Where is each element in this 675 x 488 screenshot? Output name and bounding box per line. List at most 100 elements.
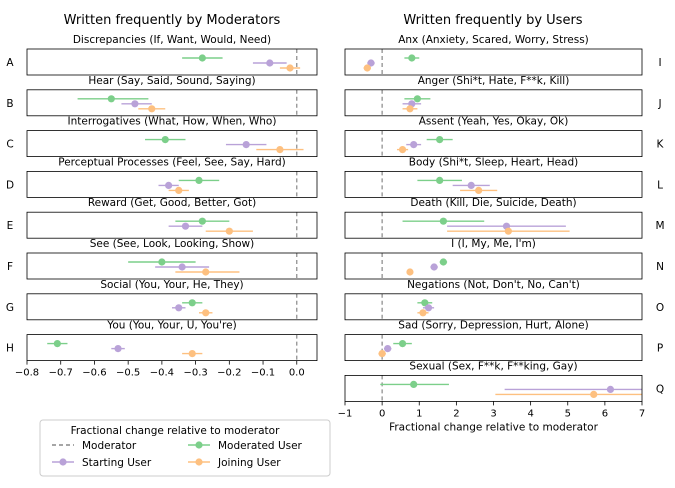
subplot-frame [344, 130, 643, 158]
x-axis-left: −0.8 −0.7 −0.6 −0.5 −0.4 −0.3 −0.2 −0.1 0.0 [15, 360, 305, 379]
x-tick-label: 4 [527, 408, 533, 419]
x-tick-label: 5 [565, 408, 571, 419]
subplot-frame [26, 48, 318, 76]
legend-title: Fractional change relative to moderator [71, 425, 280, 437]
x-tick-label: 3 [490, 408, 496, 419]
subplot-n: I (I, My, Me, I'm) N [344, 238, 664, 280]
subplot-c: Interrogatives (What, How, When, Who) C [6, 116, 318, 158]
x-axis-label: Fractional change relative to moderator [389, 421, 598, 433]
subplot-letter: Q [656, 383, 664, 395]
subplot-letter: A [6, 57, 14, 69]
subplot-title: Anx (Anxiety, Scared, Worry, Stress) [398, 34, 589, 46]
subplot-title: Assent (Yeah, Yes, Okay, Ok) [419, 116, 569, 128]
point-starting-user [467, 181, 475, 189]
subplot-title: Perceptual Processes (Feel, See, Say, Ha… [58, 156, 286, 168]
subplot-title: See (See, Look, Looking, Show) [90, 238, 254, 250]
subplot-e: Reward (Get, Good, Better, Got) E [7, 197, 318, 239]
x-tick-label: −1 [338, 408, 353, 419]
point-starting-user [131, 100, 139, 108]
x-tick-label: −0.7 [49, 368, 73, 379]
point-moderated-user [398, 340, 407, 348]
subplot-frame [26, 334, 318, 362]
subplot-title: I (I, My, Me, I'm) [451, 238, 536, 250]
point-starting-user [367, 59, 375, 67]
x-tick-label: 2 [453, 408, 459, 419]
point-starting-user [424, 304, 433, 312]
point-starting-user [266, 59, 274, 67]
point-joining-user [202, 268, 210, 276]
x-tick-label: 0 [379, 408, 385, 419]
point-joining-user [202, 309, 210, 317]
subplot-title: Negations (Not, Don't, No, Can't) [407, 279, 580, 291]
subplot-frame [26, 130, 318, 158]
point-moderated-user [408, 54, 416, 62]
point-joining-user [378, 350, 386, 358]
point-moderated-user [436, 136, 444, 144]
subplot-title: Discrepancies (If, Want, Would, Need) [73, 34, 271, 46]
x-tick-label: −0.6 [82, 368, 106, 379]
point-joining-user [363, 64, 371, 72]
point-joining-user [590, 390, 598, 398]
legend-entry-starting-user: Starting User [52, 457, 152, 469]
point-joining-user [175, 186, 183, 194]
subplot-title: Anger (Shi*t, Hate, F**k, Kill) [418, 75, 570, 87]
point-moderated-user [53, 340, 61, 348]
point-joining-user [419, 309, 427, 317]
subplot-frame [344, 170, 643, 198]
point-moderated-user [188, 299, 196, 307]
left-column-title: Written frequently by Moderators [64, 13, 281, 28]
subplot-letter: O [656, 302, 664, 314]
subplot-i: Anx (Anxiety, Scared, Worry, Stress) I [344, 34, 662, 76]
right-column-title: Written frequently by Users [403, 13, 582, 28]
x-tick-label: 6 [602, 408, 608, 419]
point-joining-user [475, 186, 483, 194]
point-joining-user [276, 146, 284, 154]
point-starting-user [175, 304, 183, 312]
point-moderated-user [198, 54, 206, 62]
legend-label: Starting User [82, 457, 152, 469]
subplot-letter: H [6, 343, 14, 355]
subplot-frame [26, 293, 318, 321]
legend-entry-joining-user: Joining User [188, 457, 281, 469]
x-tick-label: −0.4 [150, 368, 174, 379]
point-starting-user [384, 345, 392, 353]
subplot-letter: D [6, 179, 14, 191]
legend-swatch-dot [195, 441, 203, 449]
subplot-letter: K [657, 139, 665, 151]
subplot-title: Death (Kill, Die, Suicide, Death) [410, 197, 576, 209]
x-tick-label: −0.1 [251, 368, 275, 379]
x-tick-label: −0.3 [183, 368, 207, 379]
legend-label: Moderator [82, 440, 137, 452]
point-starting-user [178, 263, 186, 271]
point-joining-user [398, 146, 407, 154]
point-moderated-user [158, 258, 166, 266]
subplot-frame [26, 170, 318, 198]
legend: Fractional change relative to moderator … [39, 419, 331, 477]
x-tick-label: −0.5 [116, 368, 140, 379]
legend-entry-moderator: Moderator [52, 440, 137, 452]
subplot-title: Body (Shi*t, Sleep, Heart, Head) [409, 156, 579, 168]
legend-label: Moderated User [218, 440, 303, 452]
subplot-letter: J [657, 98, 661, 110]
legend-entry-moderated-user: Moderated User [188, 440, 303, 452]
subplot-letter: G [6, 302, 14, 314]
subplot-letter: N [656, 261, 664, 273]
subplot-f: See (See, Look, Looking, Show) F [7, 238, 318, 280]
subplot-letter: P [657, 343, 663, 355]
subplot-frame [344, 48, 643, 76]
subplot-frame [26, 211, 318, 239]
subplot-letter: L [657, 179, 663, 191]
point-joining-user [225, 227, 233, 235]
subplot-frame [344, 89, 643, 117]
point-starting-user [242, 141, 250, 149]
subplot-title: Sexual (Sex, F**k, F**king, Gay) [409, 360, 577, 372]
point-moderated-user [195, 176, 203, 184]
subplot-m: Death (Kill, Die, Suicide, Death) M [344, 197, 665, 239]
point-starting-user [606, 385, 615, 393]
subplot-frame [344, 211, 643, 239]
point-joining-user [148, 105, 156, 113]
x-tick-label: 7 [639, 408, 645, 419]
point-moderated-user [107, 95, 115, 103]
subplot-title: Interrogatives (What, How, When, Who) [68, 116, 277, 128]
point-starting-user [410, 141, 418, 149]
